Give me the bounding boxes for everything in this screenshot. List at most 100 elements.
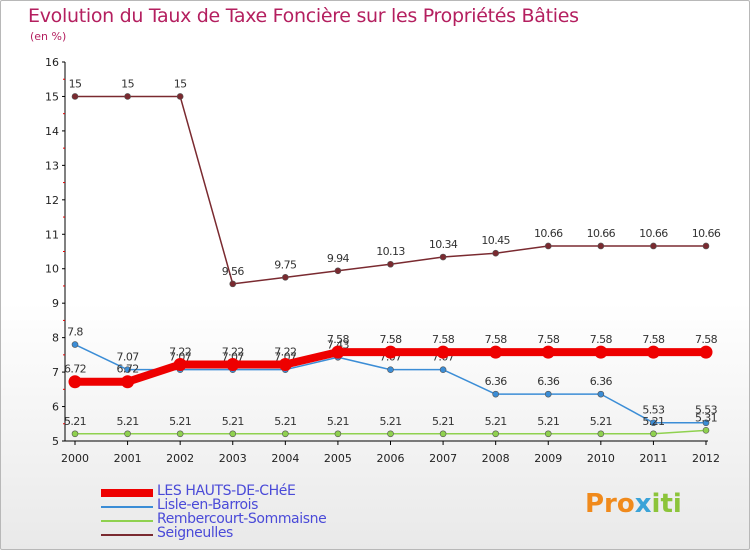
data-label: 5.21 — [642, 415, 664, 428]
data-label: 7.07 — [169, 351, 192, 364]
x-tick-label: 2005 — [324, 452, 352, 465]
data-point — [597, 242, 605, 250]
logo-part: x — [634, 489, 652, 519]
data-point — [492, 430, 499, 438]
data-label: 5.21 — [274, 415, 296, 428]
data-point — [650, 430, 657, 438]
x-tick-label: 2002 — [166, 452, 194, 465]
data-point — [439, 366, 447, 373]
data-label: 5.21 — [537, 415, 559, 428]
x-tick-label: 2006 — [377, 452, 405, 465]
data-point — [699, 345, 713, 359]
x-tick-label: 2000 — [61, 452, 89, 465]
data-label: 15 — [121, 77, 134, 90]
data-point — [541, 345, 555, 359]
data-label: 5.21 — [117, 415, 139, 428]
data-label: 5.53 — [642, 404, 665, 417]
y-tick-label: 11 — [45, 228, 59, 241]
x-tick-label: 2003 — [219, 452, 247, 465]
x-tick-label: 2007 — [429, 452, 457, 465]
data-point — [331, 345, 345, 359]
data-point — [597, 430, 605, 438]
data-label: 5.21 — [590, 415, 612, 428]
data-label: 6.36 — [537, 375, 560, 388]
data-label: 15 — [174, 77, 187, 90]
data-point — [71, 93, 79, 100]
data-label: 7.58 — [695, 333, 718, 346]
data-point — [650, 242, 657, 250]
x-tick-label: 2012 — [692, 452, 720, 465]
y-tick-label: 9 — [52, 297, 59, 310]
data-label: 7.22 — [169, 346, 191, 359]
legend-label: Rembercourt-Sommaisne — [157, 511, 327, 527]
data-point — [646, 345, 660, 359]
legend-swatch — [101, 534, 153, 536]
y-tick-label: 6 — [52, 401, 59, 414]
data-point — [597, 390, 605, 398]
data-label: 7.07 — [222, 351, 245, 364]
data-point — [124, 366, 131, 373]
legend-swatch — [101, 506, 153, 508]
data-point — [71, 430, 79, 438]
data-label: 7.58 — [590, 333, 613, 346]
data-point — [226, 358, 240, 372]
legend-label: Lisle-en-Barrois — [157, 497, 259, 513]
chart-title: Evolution du Taux de Taxe Foncière sur l… — [28, 5, 579, 27]
data-label: 10.66 — [692, 227, 721, 240]
data-point — [387, 260, 394, 268]
data-label: 5.21 — [327, 415, 349, 428]
y-tick-label: 14 — [45, 125, 59, 138]
data-point — [384, 345, 397, 359]
x-tick-label: 2009 — [534, 452, 562, 465]
data-label: 7.07 — [117, 351, 140, 364]
data-point — [702, 242, 710, 250]
x-tick-label: 2008 — [482, 452, 510, 465]
data-label: 7.58 — [379, 333, 402, 346]
data-point — [282, 430, 289, 438]
data-label: 7.58 — [485, 333, 508, 346]
x-tick-label: 2004 — [271, 452, 299, 465]
y-tick-label: 5 — [52, 435, 59, 448]
data-point — [436, 345, 450, 359]
line-chart: 5 6 7 8 9 10 11 12 13 14 15 16 2000 2001 2002 2003 2004 2… — [45, 56, 721, 465]
data-point — [439, 253, 447, 261]
data-label: 7.58 — [432, 333, 455, 346]
data-point — [176, 430, 184, 438]
y-tick-label: 10 — [45, 263, 59, 276]
data-label: 5.21 — [485, 415, 507, 428]
legend-swatch — [101, 489, 153, 497]
data-label: 7.58 — [327, 333, 350, 346]
data-label: 7.58 — [537, 333, 560, 346]
data-label: 7.58 — [642, 333, 665, 346]
data-point — [544, 390, 552, 398]
data-label: 6.36 — [590, 375, 613, 388]
data-point — [124, 430, 131, 438]
logo-part: iti — [651, 489, 682, 519]
y-tick-label: 7 — [52, 366, 59, 379]
data-label: 7.8 — [67, 326, 83, 339]
data-point — [229, 430, 237, 438]
data-label: 5.21 — [432, 415, 454, 428]
data-label: 10.34 — [429, 238, 458, 251]
y-tick-label: 16 — [45, 56, 59, 69]
data-label: 5.53 — [695, 404, 718, 417]
data-point — [387, 366, 394, 373]
data-point — [278, 358, 292, 372]
data-point — [68, 375, 82, 389]
y-tick-label: 13 — [45, 159, 59, 172]
data-point — [492, 390, 499, 398]
data-point — [334, 430, 342, 438]
data-point — [282, 274, 289, 281]
data-label: 15 — [69, 77, 82, 90]
logo-part: Pro — [585, 489, 635, 519]
data-point — [492, 249, 499, 257]
data-point — [544, 242, 552, 250]
data-label: 5.31 — [695, 411, 717, 424]
data-label: 10.45 — [481, 234, 510, 247]
data-point — [229, 280, 237, 288]
y-tick-label: 15 — [45, 90, 59, 103]
proxiti-logo: Proxiti — [585, 489, 682, 519]
data-label: 6.36 — [485, 375, 508, 388]
data-point — [439, 430, 447, 438]
